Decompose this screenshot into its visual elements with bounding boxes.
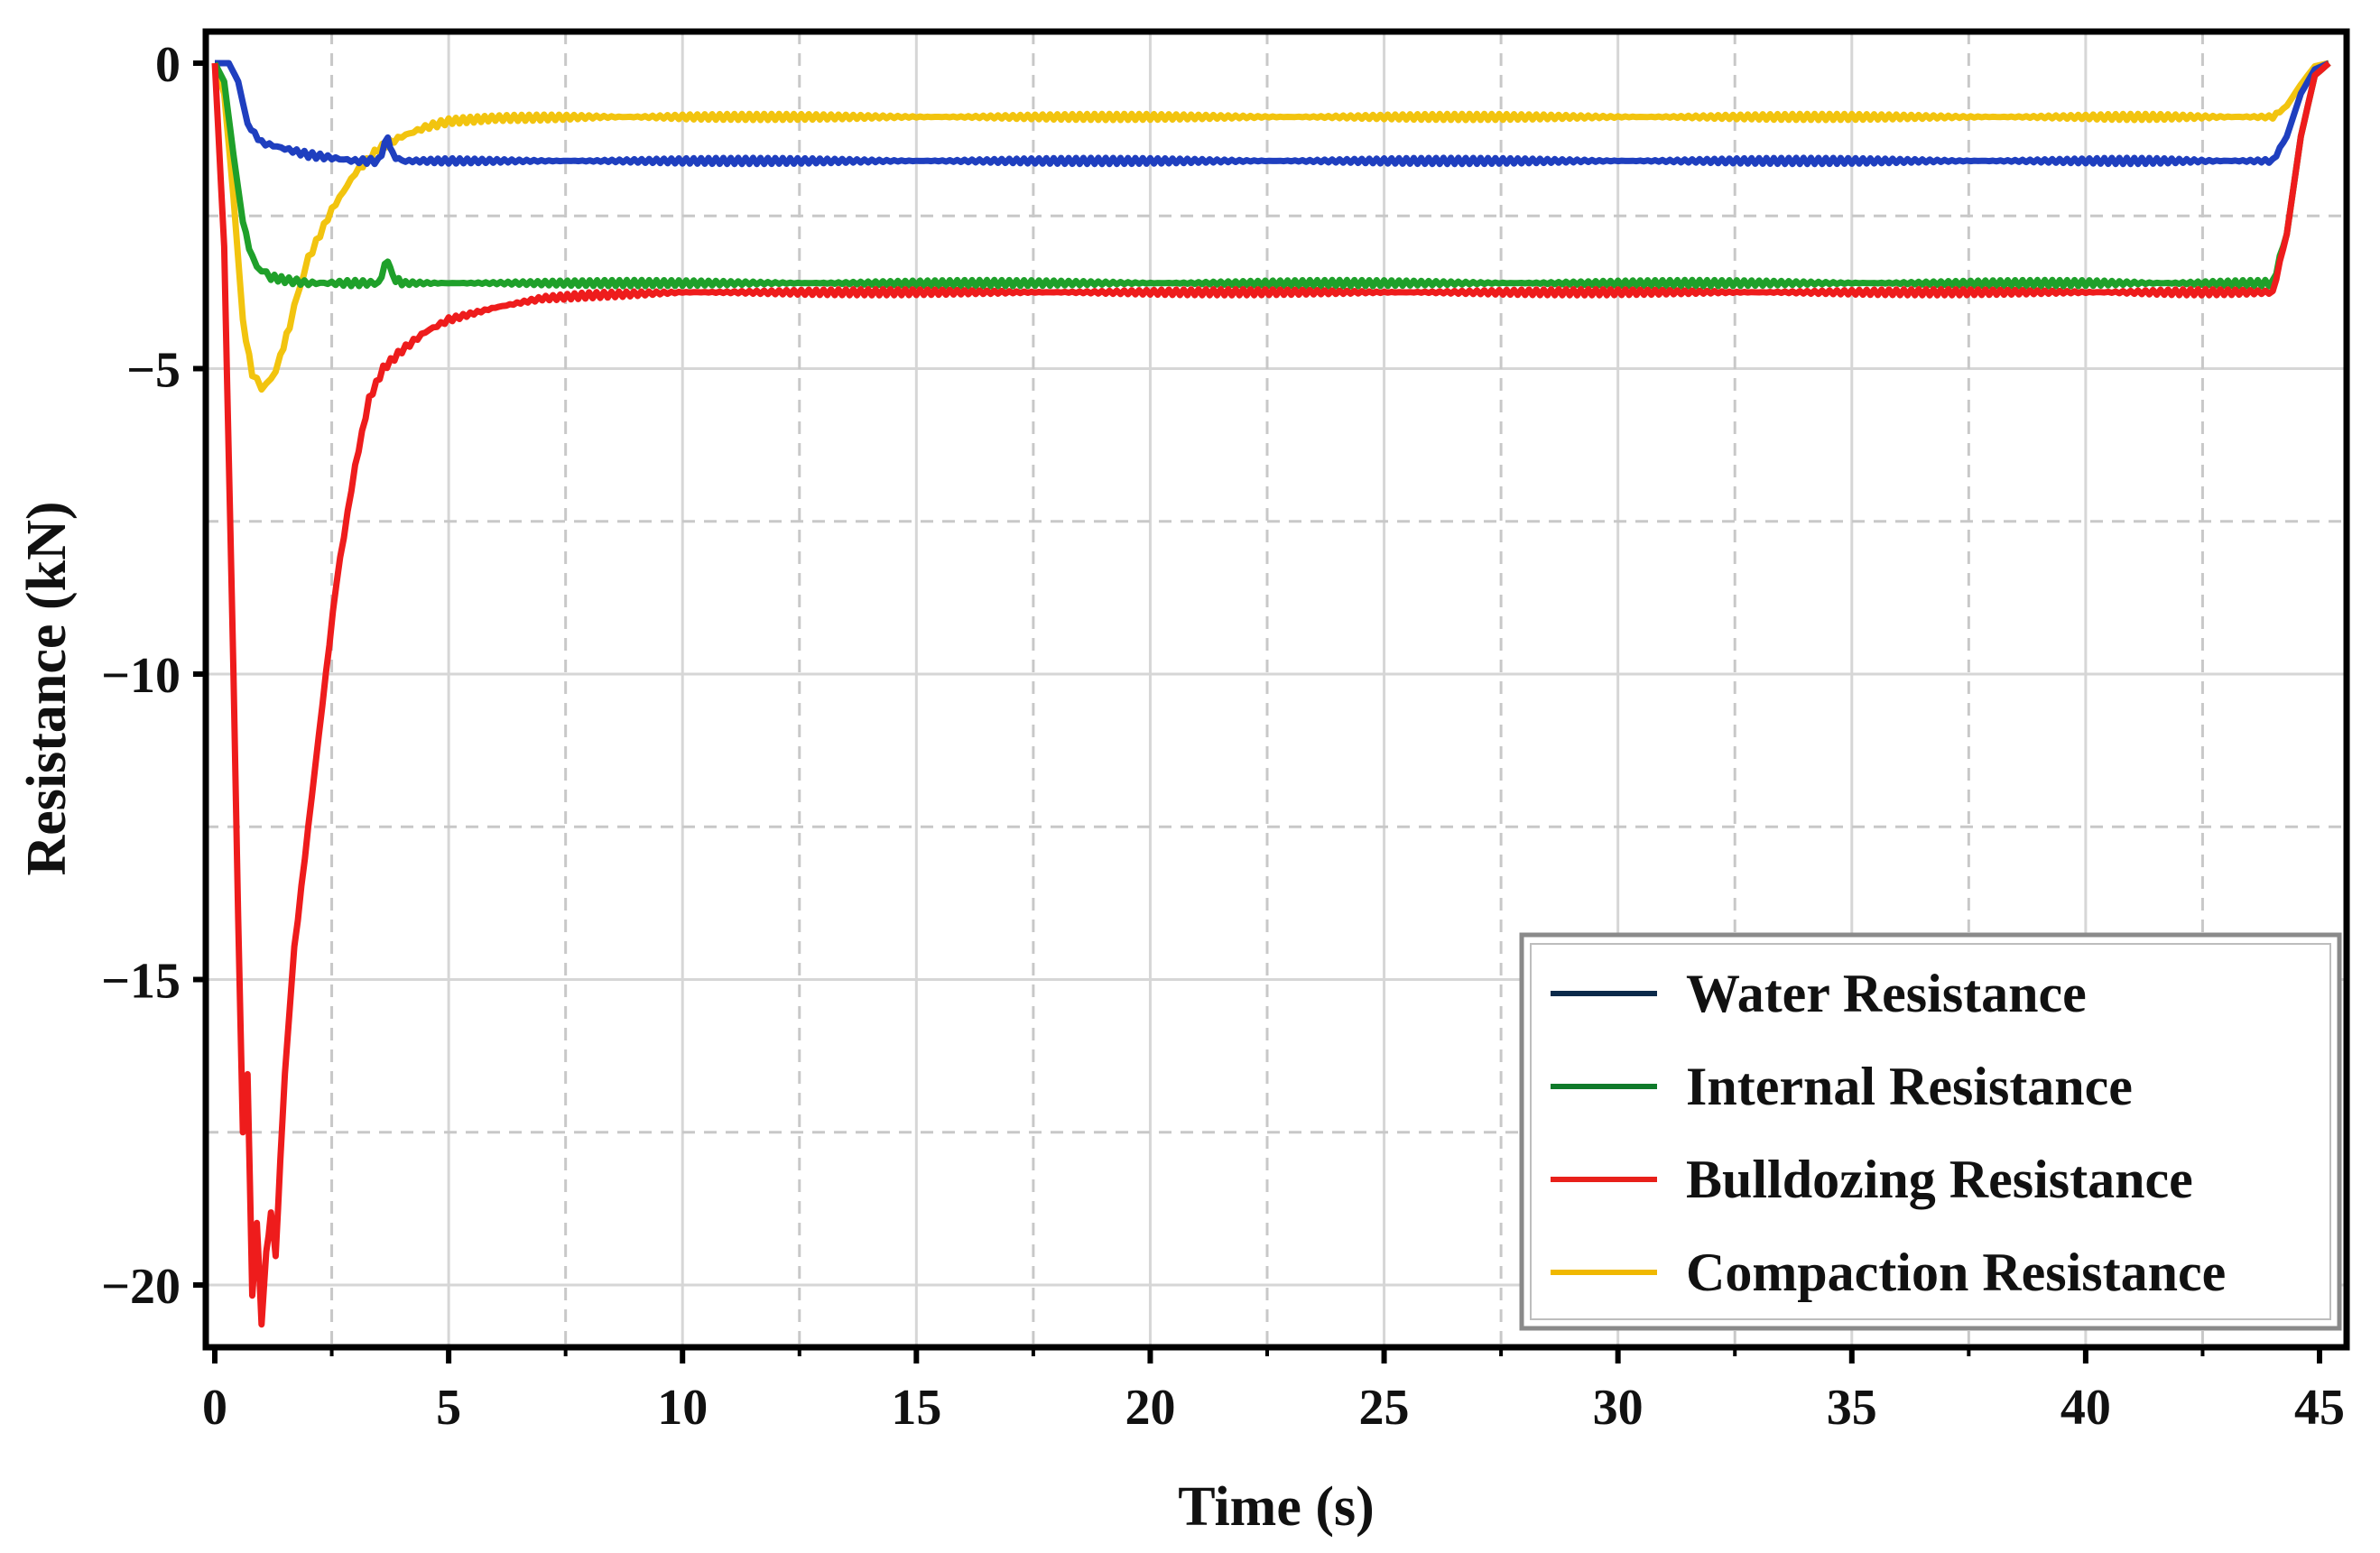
legend-box [1519, 932, 2342, 1331]
x-tick-label-0: 0 [202, 1380, 227, 1436]
legend-item-internal: Internal Resistance [1551, 1057, 2133, 1116]
series-line-bulldozing [211, 60, 2331, 1328]
x-tick-label-20: 20 [1125, 1380, 1175, 1436]
legend-label-compaction: Compaction Resistance [1686, 1243, 2226, 1302]
legend: Water Resistance Internal Resistance Bul… [1519, 932, 2342, 1331]
y-axis-title: Resistance (kN) [16, 502, 78, 876]
x-tick-label-10: 10 [657, 1380, 708, 1436]
y-tick-label--10: −10 [101, 648, 181, 704]
series-line-compaction [211, 60, 2330, 393]
x-tick-label-30: 30 [1593, 1380, 1644, 1436]
x-axis-title: Time (s) [1178, 1476, 1375, 1538]
series-lines [211, 60, 2331, 1328]
x-tick-label-15: 15 [891, 1380, 941, 1436]
y-tick-label--15: −15 [101, 954, 181, 1010]
x-tick-label-5: 5 [436, 1380, 461, 1436]
y-tick-label--5: −5 [126, 343, 181, 399]
x-tick-label-45: 45 [2294, 1380, 2345, 1436]
axis-ticks [193, 60, 2322, 1363]
legend-label-internal: Internal Resistance [1686, 1057, 2133, 1116]
legend-box-inner [1530, 943, 2331, 1320]
x-tick-label-25: 25 [1359, 1380, 1410, 1436]
y-tick-label--20: −20 [101, 1259, 181, 1315]
series-line-water [215, 60, 2330, 168]
x-tick-label-40: 40 [2061, 1380, 2111, 1436]
legend-item-bulldozing: Bulldozing Resistance [1551, 1150, 2193, 1209]
series-line-internal [211, 60, 2331, 290]
legend-label-bulldozing: Bulldozing Resistance [1686, 1150, 2193, 1209]
plot-frame [202, 28, 2350, 1351]
legend-label-water: Water Resistance [1686, 964, 2087, 1023]
legend-item-compaction: Compaction Resistance [1551, 1243, 2226, 1302]
legend-item-water: Water Resistance [1551, 964, 2087, 1023]
y-tick-label-0: 0 [155, 37, 181, 93]
x-tick-label-35: 35 [1827, 1380, 1877, 1436]
tick-labels: 0 5 10 15 20 25 30 35 40 45 0 −5 −10 −15 −20 [101, 37, 2345, 1436]
